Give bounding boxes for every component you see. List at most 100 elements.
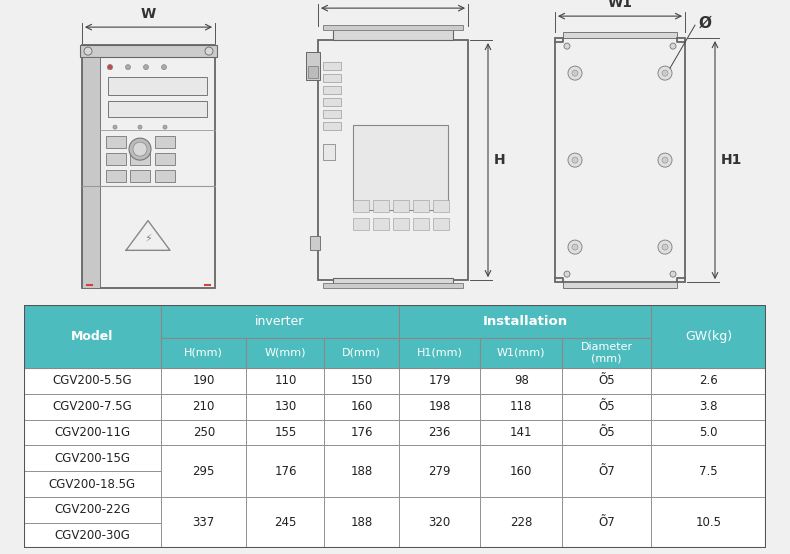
Circle shape xyxy=(572,157,578,163)
Bar xyxy=(24,471,161,497)
Bar xyxy=(562,368,651,394)
Bar xyxy=(562,419,651,445)
Bar xyxy=(651,368,766,394)
Text: Model: Model xyxy=(71,330,114,343)
Text: CGV200-22G: CGV200-22G xyxy=(55,503,130,516)
Text: Ø: Ø xyxy=(699,16,712,30)
Circle shape xyxy=(670,271,676,277)
Bar xyxy=(373,200,389,212)
Bar xyxy=(106,170,126,182)
Text: 5.0: 5.0 xyxy=(699,426,718,439)
Text: 236: 236 xyxy=(428,426,451,439)
Circle shape xyxy=(144,65,149,70)
Bar xyxy=(325,419,399,445)
Text: D: D xyxy=(387,0,399,2)
Circle shape xyxy=(670,43,676,49)
Bar xyxy=(325,497,399,548)
Bar xyxy=(562,394,651,419)
Bar xyxy=(333,26,453,40)
Bar xyxy=(563,32,677,38)
Bar xyxy=(353,200,369,212)
Text: 98: 98 xyxy=(514,375,529,387)
Bar xyxy=(399,497,480,548)
Bar xyxy=(108,77,207,95)
Bar xyxy=(161,419,246,445)
Bar xyxy=(353,218,369,230)
Bar xyxy=(106,153,126,165)
Bar xyxy=(130,170,150,182)
Text: 210: 210 xyxy=(193,400,215,413)
Bar xyxy=(323,62,341,70)
Circle shape xyxy=(572,244,578,250)
Circle shape xyxy=(138,125,142,129)
Circle shape xyxy=(161,65,167,70)
Bar xyxy=(323,25,463,30)
Text: 188: 188 xyxy=(351,465,373,478)
Text: 10.5: 10.5 xyxy=(696,516,722,529)
Text: 295: 295 xyxy=(193,465,215,478)
Bar xyxy=(246,337,325,368)
Text: W(mm): W(mm) xyxy=(265,348,307,358)
Bar xyxy=(24,522,161,548)
Bar xyxy=(399,337,480,368)
Bar xyxy=(323,144,335,160)
Bar xyxy=(480,419,562,445)
Bar xyxy=(80,45,217,57)
Text: 176: 176 xyxy=(274,465,297,478)
Text: CGV200-5.5G: CGV200-5.5G xyxy=(53,375,132,387)
Bar xyxy=(413,200,429,212)
Bar xyxy=(399,305,651,337)
Text: Diameter
(mm): Diameter (mm) xyxy=(581,342,633,363)
Bar xyxy=(130,153,150,165)
Bar xyxy=(651,497,766,548)
Bar xyxy=(323,98,341,106)
Bar xyxy=(161,368,246,394)
Bar xyxy=(325,337,399,368)
Bar xyxy=(24,445,161,471)
Text: 130: 130 xyxy=(274,400,296,413)
Bar xyxy=(433,218,449,230)
Circle shape xyxy=(658,240,672,254)
Bar xyxy=(24,419,161,445)
Text: 3.8: 3.8 xyxy=(699,400,718,413)
Circle shape xyxy=(126,65,130,70)
Circle shape xyxy=(572,70,578,76)
Text: 179: 179 xyxy=(428,375,451,387)
Circle shape xyxy=(133,142,147,156)
Bar xyxy=(393,200,409,212)
Bar xyxy=(323,86,341,94)
Text: 337: 337 xyxy=(193,516,215,529)
Bar xyxy=(155,170,175,182)
Bar xyxy=(155,136,175,148)
Text: CGV200-7.5G: CGV200-7.5G xyxy=(52,400,132,413)
Circle shape xyxy=(129,138,151,160)
Bar xyxy=(310,236,320,250)
Bar xyxy=(651,445,766,497)
Bar xyxy=(413,218,429,230)
Circle shape xyxy=(107,65,112,70)
Text: CGV200-18.5G: CGV200-18.5G xyxy=(49,478,136,490)
Bar xyxy=(651,394,766,419)
Bar xyxy=(323,110,341,118)
Text: 228: 228 xyxy=(510,516,532,529)
Bar xyxy=(325,445,399,497)
Text: 160: 160 xyxy=(510,465,532,478)
Bar xyxy=(562,337,651,368)
Bar xyxy=(24,497,161,522)
Text: ⚡: ⚡ xyxy=(144,234,152,244)
Text: CGV200-15G: CGV200-15G xyxy=(55,452,130,465)
Circle shape xyxy=(84,47,92,55)
Text: Õ5: Õ5 xyxy=(598,400,615,413)
Bar xyxy=(325,368,399,394)
Bar xyxy=(399,445,480,497)
Bar xyxy=(480,368,562,394)
Text: GW(kg): GW(kg) xyxy=(685,330,732,343)
Circle shape xyxy=(662,244,668,250)
Bar xyxy=(161,305,399,337)
Circle shape xyxy=(113,125,117,129)
Bar xyxy=(323,122,341,130)
Text: H1: H1 xyxy=(721,153,743,167)
Text: 176: 176 xyxy=(350,426,373,439)
Circle shape xyxy=(163,125,167,129)
Text: Õ7: Õ7 xyxy=(598,516,615,529)
